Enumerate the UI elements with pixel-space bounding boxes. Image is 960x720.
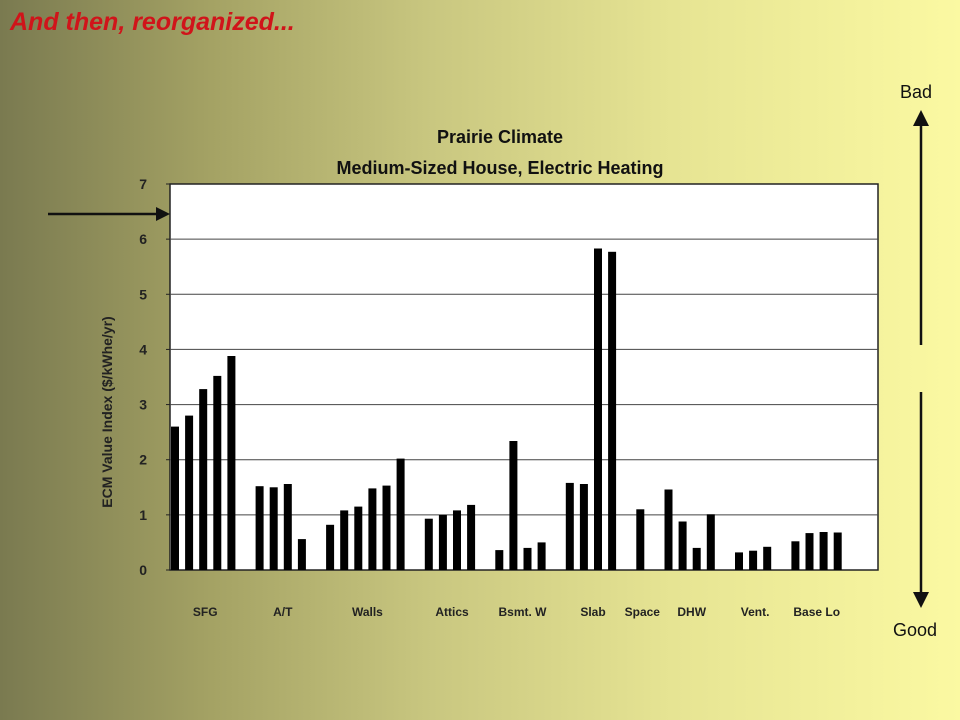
bar bbox=[453, 510, 461, 570]
bar bbox=[283, 484, 292, 570]
bar bbox=[368, 488, 377, 570]
bar bbox=[340, 510, 349, 570]
y-tick-label: 7 bbox=[139, 176, 147, 192]
bar bbox=[297, 539, 306, 570]
bar bbox=[664, 489, 673, 570]
bar bbox=[354, 506, 363, 570]
bar bbox=[565, 482, 574, 570]
y-tick-label: 0 bbox=[139, 562, 147, 578]
bar bbox=[509, 441, 518, 570]
bar bbox=[678, 521, 687, 570]
bar bbox=[706, 514, 715, 570]
bar bbox=[185, 415, 194, 570]
bar bbox=[636, 509, 645, 570]
good-arrow-head bbox=[913, 592, 929, 608]
bad-label: Bad bbox=[900, 82, 933, 102]
bar bbox=[269, 487, 278, 570]
x-axis-ticks: SFG A/T Walls Attics Bsmt. W Slab Space DHW Vent… bbox=[193, 605, 840, 619]
bar bbox=[791, 541, 800, 570]
x-tick-label: SFG bbox=[193, 605, 218, 619]
y-tick-label: 2 bbox=[139, 452, 147, 468]
bar bbox=[467, 504, 476, 570]
bar bbox=[382, 485, 391, 570]
slide-title: And then, reorganized... bbox=[10, 8, 295, 36]
bar bbox=[523, 547, 532, 570]
y-tick-label: 3 bbox=[139, 397, 147, 413]
bar bbox=[594, 248, 602, 570]
bar bbox=[537, 542, 546, 570]
x-tick-label: DHW bbox=[677, 605, 706, 619]
y-tick-label: 1 bbox=[139, 507, 147, 523]
x-tick-label: A/T bbox=[273, 605, 293, 619]
bar bbox=[396, 458, 405, 570]
chart-subtitle: Medium-Sized House, Electric Heating bbox=[336, 158, 664, 178]
x-tick-label: Space bbox=[625, 605, 661, 619]
pointer-arrow-head bbox=[156, 207, 170, 221]
x-tick-label: Vent. bbox=[741, 605, 770, 619]
bar bbox=[424, 518, 433, 570]
indicators bbox=[48, 110, 929, 608]
gridlines bbox=[170, 238, 878, 516]
x-tick-label: Slab bbox=[580, 605, 605, 619]
bar bbox=[326, 524, 335, 570]
bars bbox=[171, 248, 842, 571]
good-label: Good bbox=[893, 620, 938, 640]
bar bbox=[692, 547, 701, 570]
bar bbox=[213, 375, 222, 570]
bar bbox=[735, 552, 743, 570]
x-tick-label: Walls bbox=[352, 605, 383, 619]
x-tick-label: Bsmt. W bbox=[499, 605, 548, 619]
bar bbox=[749, 550, 758, 570]
y-axis-ticks: 0 1 2 3 4 5 6 7 bbox=[139, 176, 170, 578]
y-tick-label: 5 bbox=[139, 286, 147, 302]
bar bbox=[819, 532, 828, 570]
bar bbox=[495, 550, 504, 570]
y-axis-label: ECM Value Index ($/kWhe/yr) bbox=[99, 316, 115, 507]
bar bbox=[763, 546, 772, 570]
y-tick-label: 6 bbox=[139, 231, 147, 247]
bar bbox=[608, 251, 617, 571]
bad-arrow-head bbox=[913, 110, 929, 126]
bar bbox=[255, 486, 264, 570]
y-tick-label: 4 bbox=[139, 341, 147, 357]
x-tick-label: Attics bbox=[435, 605, 469, 619]
bar bbox=[579, 484, 588, 570]
bar bbox=[227, 356, 236, 570]
bar bbox=[171, 426, 179, 570]
bar bbox=[199, 389, 208, 570]
x-tick-label: Base Lo bbox=[793, 605, 840, 619]
bar bbox=[833, 532, 842, 570]
chart-title: Prairie Climate bbox=[436, 127, 564, 147]
bar bbox=[438, 514, 447, 570]
bar bbox=[805, 533, 814, 570]
